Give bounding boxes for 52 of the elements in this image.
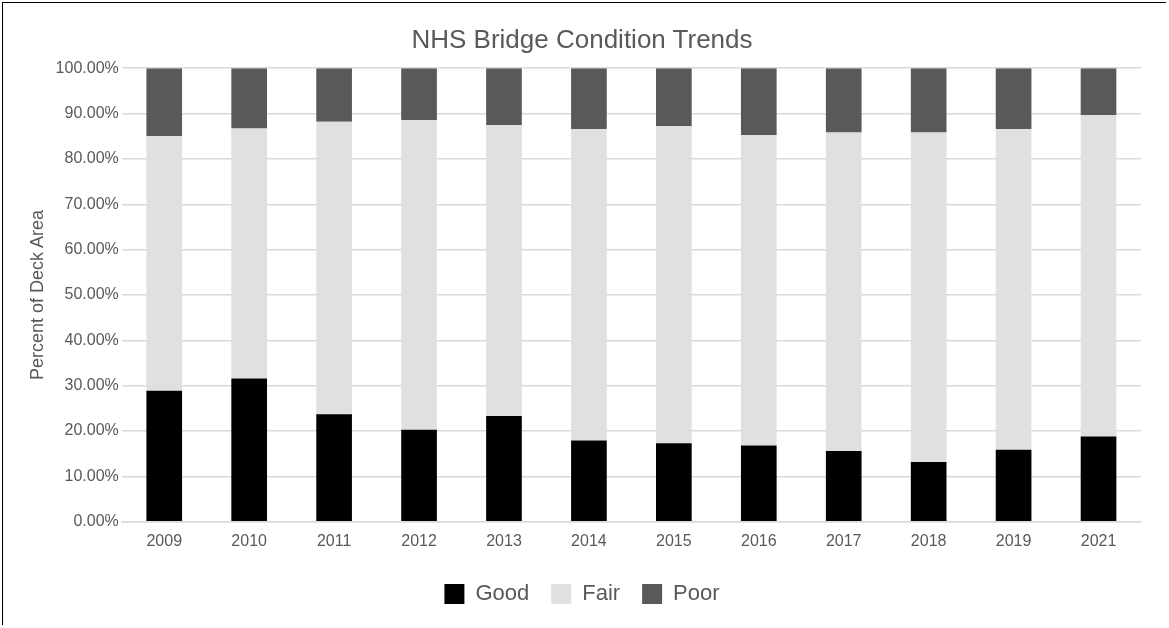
y-tick-label: 80.00% (64, 149, 119, 167)
x-tick-label: 2012 (401, 531, 437, 549)
y-axis-title: Percent of Deck Area (26, 208, 47, 381)
bar (571, 440, 607, 522)
bar (316, 414, 352, 522)
x-tick-label: 2010 (231, 531, 268, 549)
x-tick-label: 2019 (995, 531, 1032, 549)
bar (1080, 436, 1117, 522)
bar (995, 68, 1032, 129)
x-tick-label: 2017 (825, 531, 862, 549)
y-tick-label: 70.00% (64, 194, 119, 212)
x-tick-label: 2013 (486, 531, 522, 549)
bar (486, 416, 522, 522)
bar (656, 68, 692, 127)
bar (825, 68, 862, 133)
bar (231, 378, 268, 522)
bar (401, 429, 437, 522)
bar (146, 390, 183, 522)
y-tick-label: 20.00% (64, 421, 119, 439)
legend-label: Fair (582, 580, 621, 606)
x-tick-label: 2015 (656, 531, 692, 549)
y-tick-label: 60.00% (64, 240, 119, 258)
x-tick-label: 2016 (740, 531, 777, 549)
bar (656, 443, 692, 522)
bar (995, 449, 1032, 522)
x-tick-label: 2018 (910, 531, 947, 549)
bar (146, 68, 183, 137)
x-tick-label: 2014 (571, 531, 607, 549)
y-tick-label: 40.00% (64, 330, 119, 348)
bar (910, 461, 947, 522)
bar (316, 68, 352, 122)
bar (740, 445, 777, 522)
bar (825, 451, 862, 522)
bar (910, 68, 947, 133)
bar (231, 68, 268, 129)
chart-title: NHS Bridge Condition Trends (411, 23, 753, 54)
bar (401, 68, 437, 121)
bar (571, 68, 607, 129)
x-tick-label: 2011 (316, 531, 352, 549)
y-tick-label: 10.00% (64, 466, 119, 484)
legend-label: Good (475, 580, 530, 606)
y-tick-label: 30.00% (64, 376, 119, 394)
legend-label: Poor (673, 580, 720, 606)
bar (486, 68, 522, 126)
x-tick-label: 2021 (1080, 531, 1117, 549)
bar (740, 68, 777, 135)
x-tick-label: 2009 (146, 531, 183, 549)
y-tick-label: 100.00% (55, 58, 119, 76)
y-tick-label: 90.00% (64, 103, 119, 121)
y-tick-label: 0.00% (73, 512, 119, 530)
bar (1080, 68, 1117, 115)
y-tick-label: 50.00% (64, 285, 119, 303)
